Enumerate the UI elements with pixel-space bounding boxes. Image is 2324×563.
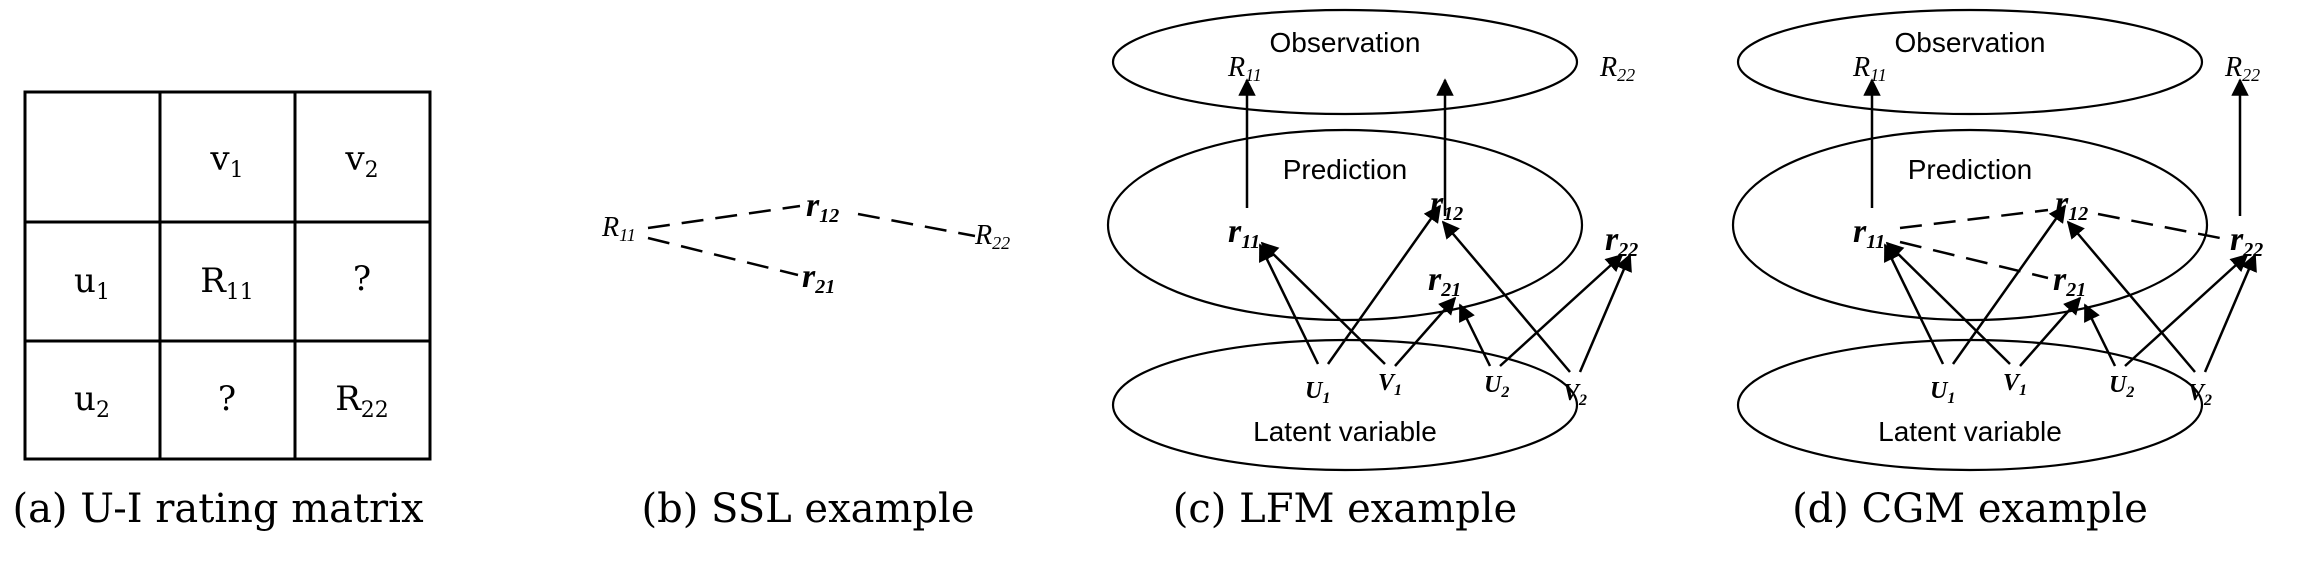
node-V2: V2 — [2188, 380, 2212, 409]
edge-U1-r11 — [1258, 243, 1320, 365]
node-r22: r22 — [1605, 221, 1638, 261]
cell-r12: ? — [353, 259, 371, 299]
node-R22: R22 — [974, 220, 1010, 253]
cell-r22: R22 — [335, 379, 389, 423]
cell-r21: ? — [218, 379, 236, 419]
observation-layer — [1111, 8, 1579, 116]
edge-U1-r12 — [1951, 204, 2067, 365]
row-header-u2: u2 — [74, 379, 110, 423]
lfm-example: Observation Prediction Latent variable R… — [1106, 8, 1638, 472]
caption-d: (d) CGM example — [1792, 486, 2148, 532]
edge-V2-r22 — [1578, 253, 1632, 373]
node-r11: r11 — [1228, 213, 1260, 253]
matrix-border — [23, 90, 432, 461]
edge-r11-r21 — [1899, 240, 2049, 280]
node-U1: U1 — [1305, 378, 1330, 407]
node-r11: r11 — [1853, 213, 1885, 253]
edge-U2-r21 — [1458, 303, 1492, 367]
observation-label: Observation — [1270, 27, 1421, 58]
node-U2: U2 — [1484, 372, 1509, 401]
edge-V1-r11 — [1260, 241, 1386, 365]
caption-b: (b) SSL example — [642, 486, 975, 532]
cell-r11: R11 — [200, 261, 254, 305]
node-U1: U1 — [1930, 378, 1955, 407]
ssl-example: R11 r12 r21 R22 — [601, 187, 1010, 298]
node-r21: r21 — [802, 258, 835, 298]
node-V2: V2 — [1563, 380, 1587, 409]
edge-r12-r22 — [2097, 212, 2221, 240]
edge-V1-r21 — [2019, 296, 2082, 367]
prediction-layer — [1731, 128, 2209, 322]
node-r12: r12 — [806, 187, 839, 227]
node-r12: r12 — [2055, 185, 2088, 225]
edge-U1-r11 — [1883, 243, 1945, 365]
observation-layer — [1736, 8, 2204, 116]
row-header-u1: u1 — [74, 261, 110, 305]
node-r12: r12 — [1430, 185, 1463, 225]
prediction-layer — [1106, 128, 1584, 322]
observation-label: Observation — [1895, 27, 2046, 58]
prediction-label: Prediction — [1908, 154, 2033, 185]
node-r22: r22 — [2230, 221, 2263, 261]
col-header-v2: v2 — [344, 139, 378, 183]
cgm-example: Observation Prediction Latent variable R… — [1731, 8, 2263, 472]
edge-r12-R22 — [857, 212, 976, 238]
edge-U2-r22 — [2124, 253, 2249, 367]
latent-label: Latent variable — [1878, 416, 2062, 447]
node-R22: R22 — [1599, 52, 1635, 85]
node-R11: R11 — [1227, 52, 1262, 85]
edge-U1-r12 — [1326, 204, 1442, 365]
node-V1: V1 — [2003, 370, 2027, 399]
node-R11: R11 — [1852, 52, 1887, 85]
edge-V2-r12 — [1441, 220, 1571, 373]
node-V1: V1 — [1378, 370, 1402, 399]
node-r21: r21 — [2053, 261, 2086, 301]
col-header-v1: v1 — [209, 139, 243, 183]
node-R11: R11 — [601, 212, 636, 245]
node-r21: r21 — [1428, 261, 1461, 301]
edge-V1-r21 — [1394, 296, 1457, 367]
edge-r11-r12 — [1899, 208, 2049, 230]
prediction-label: Prediction — [1283, 154, 1408, 185]
rating-matrix — [23, 90, 432, 461]
node-R22: R22 — [2224, 52, 2260, 85]
edge-R11-r21 — [647, 236, 799, 277]
edge-U2-r21 — [2083, 303, 2117, 367]
node-U2: U2 — [2109, 372, 2134, 401]
edge-U2-r22 — [1499, 253, 1624, 367]
edge-V2-r12 — [2066, 220, 2196, 373]
caption-a: (a) U-I rating matrix — [12, 486, 423, 532]
edge-V2-r22 — [2203, 253, 2257, 373]
edge-V1-r11 — [1885, 241, 2011, 365]
edge-R11-r12 — [647, 204, 801, 230]
latent-label: Latent variable — [1253, 416, 1437, 447]
caption-c: (c) LFM example — [1173, 486, 1517, 532]
